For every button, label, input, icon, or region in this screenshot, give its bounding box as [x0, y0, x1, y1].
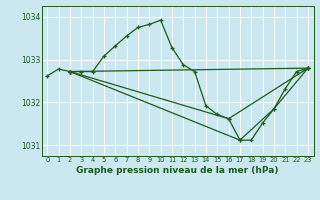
X-axis label: Graphe pression niveau de la mer (hPa): Graphe pression niveau de la mer (hPa): [76, 166, 279, 175]
